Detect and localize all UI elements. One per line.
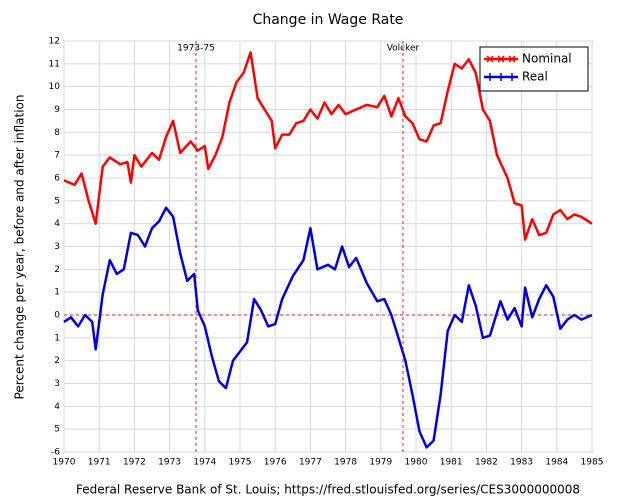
y-tick-label: 0 (54, 311, 60, 321)
legend-marker (508, 55, 516, 63)
y-tick-label: 11 (49, 59, 60, 69)
y-tick-label: 5 (54, 196, 60, 206)
y-tick-label: 7 (54, 151, 60, 161)
legend-label: Real (522, 70, 548, 84)
y-tick-label: 4 (54, 402, 60, 412)
legend-box (479, 46, 589, 92)
x-tick-label: 1977 (299, 458, 322, 468)
x-tick-label: 1970 (53, 458, 76, 468)
annotation-label: Volcker (387, 44, 420, 54)
y-tick-label: 2 (54, 265, 60, 275)
x-tick-label: 1978 (334, 458, 357, 468)
caption: Federal Reserve Bank of St. Louis; https… (76, 483, 580, 497)
x-tick-label: 1981 (440, 458, 463, 468)
y-tick-label: 12 (49, 37, 60, 47)
y-tick-label: 9 (54, 105, 60, 115)
x-tick-label: 1973 (158, 458, 181, 468)
y-tick-label: -6 (51, 448, 60, 458)
x-tick-label: 1972 (123, 458, 146, 468)
chart-title: Change in Wage Rate (253, 12, 404, 28)
annotation-label: 1973-75 (177, 44, 215, 54)
series-line (63, 206, 593, 449)
y-tick-label: 5 (54, 425, 60, 435)
x-tick-label: 1971 (88, 458, 111, 468)
legend-marker (486, 55, 494, 63)
y-tick-label: 4 (54, 219, 60, 229)
legend-label: Nominal (522, 52, 572, 66)
x-tick-label: 1979 (369, 458, 392, 468)
y-tick-label: 8 (54, 128, 60, 138)
x-tick-label: 1975 (229, 458, 252, 468)
x-tick-label: 1980 (405, 458, 428, 468)
x-tick-label: 1985 (581, 458, 604, 468)
y-tick-label: 3 (54, 242, 60, 252)
y-tick-label: 2 (54, 356, 60, 366)
legend-marker (497, 55, 505, 63)
x-tick-label: 1982 (475, 458, 498, 468)
x-tick-label: 1974 (193, 458, 216, 468)
x-tick-label: 1976 (264, 458, 287, 468)
y-tick-label: 3 (54, 379, 60, 389)
series-line (63, 51, 593, 241)
x-tick-label: 1984 (545, 458, 568, 468)
x-tick-label: 1983 (510, 458, 533, 468)
y-axis-label: Percent change per year, before and afte… (13, 95, 27, 400)
y-tick-label: 1 (54, 288, 60, 298)
y-tick-label: 10 (49, 82, 61, 92)
y-tick-label: 6 (54, 174, 60, 184)
y-tick-label: 1 (54, 333, 60, 343)
